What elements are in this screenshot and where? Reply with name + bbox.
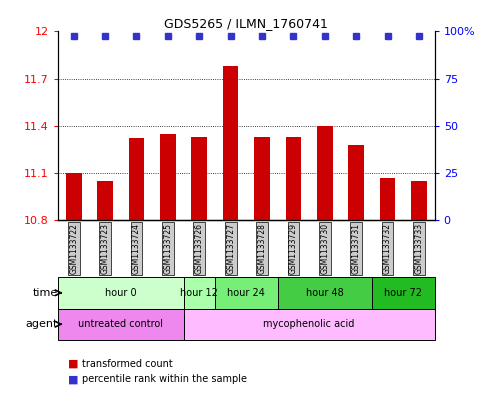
Bar — [191, 137, 207, 220]
Bar — [215, 277, 278, 309]
Bar — [254, 137, 270, 220]
Bar — [372, 277, 435, 309]
Text: untreated control: untreated control — [78, 319, 163, 329]
Text: GSM1133730: GSM1133730 — [320, 223, 329, 274]
Bar — [380, 178, 396, 220]
Text: GSM1133733: GSM1133733 — [414, 223, 424, 274]
Text: hour 0: hour 0 — [105, 288, 137, 298]
Text: GSM1133722: GSM1133722 — [69, 223, 78, 274]
Text: GSM1133723: GSM1133723 — [100, 223, 110, 274]
Bar — [285, 137, 301, 220]
Bar — [317, 126, 333, 220]
Text: transformed count: transformed count — [82, 358, 173, 369]
Bar — [97, 181, 113, 220]
Text: GSM1133725: GSM1133725 — [163, 223, 172, 274]
Bar — [58, 277, 184, 309]
Text: agent: agent — [26, 319, 58, 329]
Bar — [58, 309, 184, 340]
Text: hour 12: hour 12 — [180, 288, 218, 298]
Bar — [184, 277, 215, 309]
Text: GSM1133731: GSM1133731 — [352, 223, 361, 274]
Bar — [128, 138, 144, 220]
Text: hour 48: hour 48 — [306, 288, 344, 298]
Bar — [348, 145, 364, 220]
Bar — [184, 309, 435, 340]
Text: GSM1133732: GSM1133732 — [383, 223, 392, 274]
Text: mycophenolic acid: mycophenolic acid — [263, 319, 355, 329]
Text: ■: ■ — [68, 374, 78, 384]
Text: percentile rank within the sample: percentile rank within the sample — [82, 374, 247, 384]
Bar — [278, 277, 372, 309]
Bar — [160, 134, 176, 220]
Text: time: time — [33, 288, 58, 298]
Text: GSM1133724: GSM1133724 — [132, 223, 141, 274]
Text: hour 72: hour 72 — [384, 288, 422, 298]
Text: hour 24: hour 24 — [227, 288, 265, 298]
Text: GSM1133728: GSM1133728 — [257, 223, 267, 274]
Text: GSM1133727: GSM1133727 — [226, 223, 235, 274]
Text: GSM1133726: GSM1133726 — [195, 223, 204, 274]
Text: ■: ■ — [68, 358, 78, 369]
Bar — [411, 181, 427, 220]
Title: GDS5265 / ILMN_1760741: GDS5265 / ILMN_1760741 — [164, 17, 328, 30]
Bar — [223, 66, 239, 220]
Bar — [66, 173, 82, 220]
Text: GSM1133729: GSM1133729 — [289, 223, 298, 274]
